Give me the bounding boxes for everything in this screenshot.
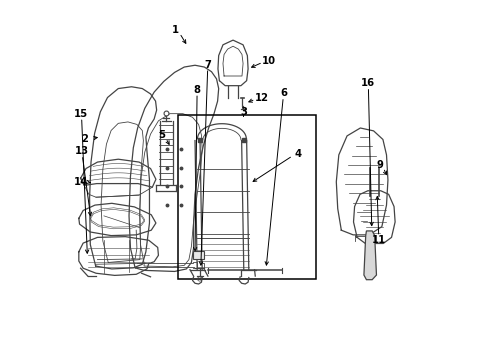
Polygon shape bbox=[192, 251, 203, 259]
Polygon shape bbox=[363, 231, 376, 280]
Text: 13: 13 bbox=[74, 146, 88, 156]
Text: 6: 6 bbox=[280, 88, 287, 98]
Text: 1: 1 bbox=[172, 25, 179, 35]
Text: 8: 8 bbox=[193, 85, 200, 95]
Text: 16: 16 bbox=[361, 78, 374, 88]
Text: 10: 10 bbox=[262, 56, 275, 66]
Text: 7: 7 bbox=[204, 59, 211, 69]
Text: 11: 11 bbox=[371, 235, 386, 245]
Text: 15: 15 bbox=[74, 109, 88, 119]
Text: 12: 12 bbox=[254, 93, 268, 103]
Text: 4: 4 bbox=[294, 149, 301, 159]
Text: 14: 14 bbox=[74, 177, 88, 187]
Bar bbox=[178, 116, 316, 279]
Text: 9: 9 bbox=[376, 159, 383, 170]
Text: 5: 5 bbox=[158, 130, 165, 140]
Text: 2: 2 bbox=[81, 134, 88, 144]
Text: 3: 3 bbox=[240, 107, 246, 117]
